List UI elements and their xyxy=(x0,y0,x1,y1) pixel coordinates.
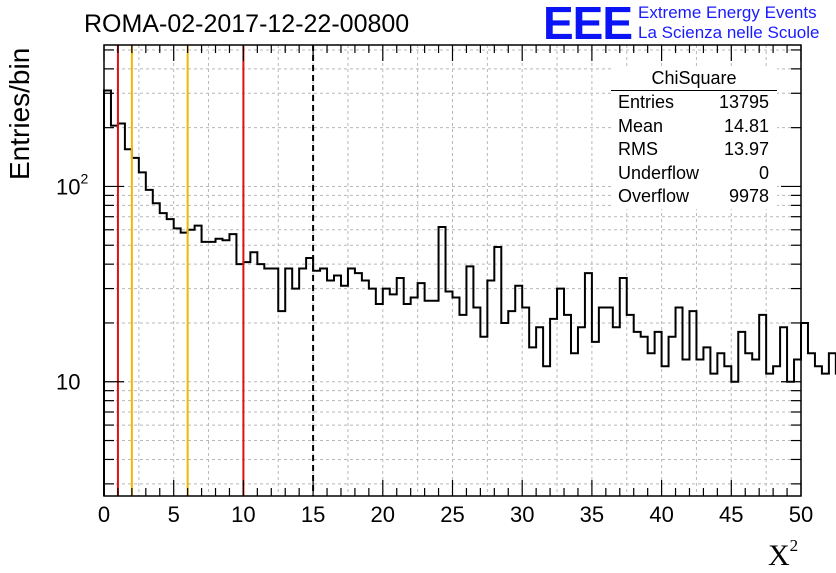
x-tick-label: 30 xyxy=(510,502,534,527)
x-tick-label: 50 xyxy=(789,502,813,527)
x-tick-label: 15 xyxy=(301,502,325,527)
stats-label: Mean xyxy=(618,115,664,136)
x-tick-label: 0 xyxy=(98,502,110,527)
y-tick-label: 102 xyxy=(56,170,88,199)
stats-row-rms: RMS 13.97 xyxy=(611,138,777,162)
stats-label: Entries xyxy=(618,92,675,112)
stats-value: 14.81 xyxy=(723,115,769,136)
stats-label: Underflow xyxy=(618,162,700,183)
x-axis-label: X2 xyxy=(768,536,798,573)
x-tick-label: 35 xyxy=(580,502,604,527)
x-tick-label: 10 xyxy=(231,502,255,527)
chart-title: ROMA-02-2017-12-22-00800 xyxy=(84,10,410,38)
x-axis-label-exponent: 2 xyxy=(789,536,799,555)
stats-value: 13.97 xyxy=(723,139,769,159)
x-tick-label: 45 xyxy=(719,502,743,527)
stats-label: RMS xyxy=(618,139,658,159)
stats-row-overflow: Overflow 9978 xyxy=(611,185,777,209)
x-tick-label: 40 xyxy=(649,502,673,527)
logo-text-line1: Extreme Energy Events xyxy=(638,3,817,22)
stats-value: 9978 xyxy=(728,186,769,206)
x-axis-label-base: X xyxy=(768,539,790,572)
stats-label: Overflow xyxy=(618,186,690,206)
stats-row-entries: Entries 13795 xyxy=(611,91,777,115)
stats-title: ChiSquare xyxy=(611,66,777,91)
y-axis-label: Entries/bin xyxy=(4,47,35,180)
stats-row-mean: Mean 14.81 xyxy=(611,115,777,139)
stats-value: 0 xyxy=(758,162,769,183)
stats-row-underflow: Underflow 0 xyxy=(611,162,777,186)
logo-text-line2: La Scienza nelle Scuole xyxy=(638,23,820,42)
x-tick-label: 5 xyxy=(168,502,180,527)
x-tick-label: 20 xyxy=(371,502,395,527)
x-tick-label: 25 xyxy=(440,502,464,527)
eee-logo: EEE xyxy=(543,0,633,49)
y-tick-label: 10 xyxy=(56,370,80,395)
stats-box: ChiSquare Entries 13795 Mean 14.81 RMS 1… xyxy=(611,66,777,209)
stats-value: 13795 xyxy=(718,92,769,112)
